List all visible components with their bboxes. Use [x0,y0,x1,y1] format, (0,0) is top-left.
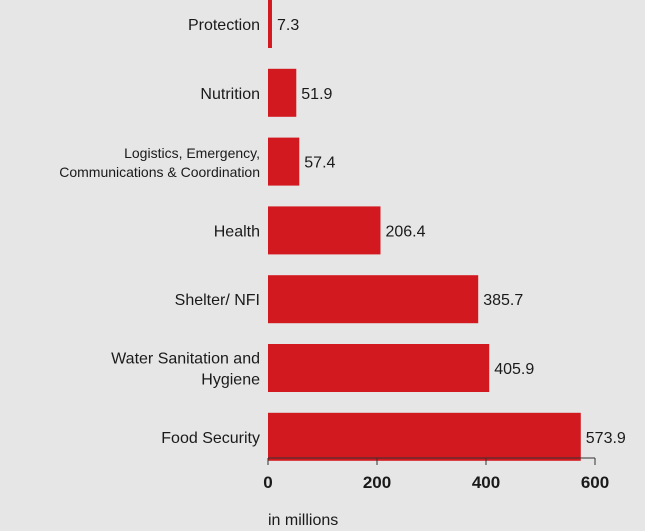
category-label: Food Security [161,430,260,447]
bar [268,137,300,186]
category-label-line: Shelter/ NFI [175,292,260,309]
category-label: Health [214,223,260,240]
category-label-line: Hygiene [201,372,260,389]
bar [268,412,581,461]
bar [268,206,381,255]
category-label-line: Communications & Coordination [59,164,260,180]
value-label: 573.9 [586,430,626,447]
bar [268,344,490,392]
value-label: 7.3 [277,17,299,34]
x-tick-label: 600 [581,473,609,492]
value-label: 57.4 [304,155,335,172]
category-label: Shelter/ NFI [175,292,260,309]
category-label-line: Food Security [161,430,260,447]
category-label-line: Logistics, Emergency, [124,145,260,161]
x-tick-label: 400 [472,473,500,492]
bar [268,275,479,324]
category-label-line: Health [214,223,260,240]
x-axis-label: in millions [268,512,338,529]
category-label: Nutrition [200,86,260,103]
category-label: Logistics, Emergency, Communications & Co… [59,145,260,180]
category-label: Water Sanitation and Hygiene [111,351,260,389]
x-tick-label: 200 [363,473,391,492]
value-label: 51.9 [301,86,332,103]
category-label-line: Protection [188,17,260,34]
category-label-line: Nutrition [200,86,260,103]
category-label-line: Water Sanitation and [111,351,260,368]
value-label: 405.9 [494,361,534,378]
x-tick-label: 0 [263,473,272,492]
value-label: 206.4 [385,223,425,240]
bar [268,68,297,117]
value-label: 385.7 [483,292,523,309]
bar [268,0,272,48]
category-label: Protection [188,17,260,34]
